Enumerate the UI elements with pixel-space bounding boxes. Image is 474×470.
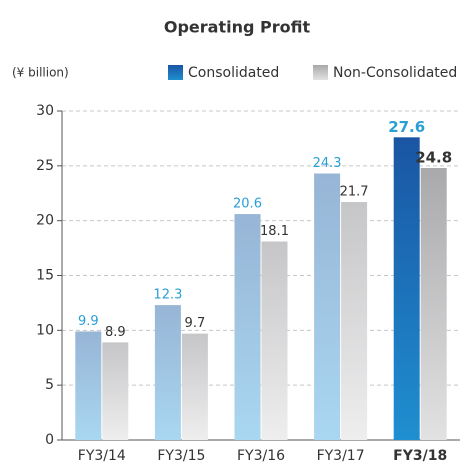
y-tick-label: 0 — [45, 432, 54, 448]
bar — [420, 168, 447, 440]
bar — [234, 214, 261, 440]
bar — [102, 342, 129, 440]
y-tick-label: 20 — [36, 213, 54, 229]
y-tick-label: 5 — [45, 377, 54, 393]
bar — [393, 137, 420, 440]
data-label: 24.8 — [415, 149, 452, 167]
bar — [75, 331, 102, 440]
data-label: 9.7 — [185, 316, 206, 331]
legend-swatch — [313, 65, 328, 80]
chart-title: Operating Profit — [164, 18, 311, 37]
x-tick-label: FY3/14 — [78, 448, 126, 464]
x-tick-label: FY3/16 — [237, 448, 285, 464]
data-label: 20.6 — [233, 197, 262, 212]
y-tick-label: 10 — [36, 322, 54, 338]
bar — [341, 202, 368, 440]
data-label: 18.1 — [260, 224, 289, 239]
y-tick-label: 30 — [36, 103, 54, 119]
data-label: 8.9 — [105, 325, 126, 340]
x-tick-label: FY3/18 — [393, 448, 447, 464]
y-tick-label: 25 — [36, 158, 54, 174]
data-label: 12.3 — [153, 288, 182, 303]
data-label: 9.9 — [78, 314, 99, 329]
x-tick-label: FY3/17 — [317, 448, 365, 464]
bar — [181, 333, 208, 440]
legend-swatch — [168, 65, 183, 80]
y-axis-label: (¥ billion) — [12, 66, 69, 80]
bar — [314, 173, 341, 440]
data-label: 24.3 — [313, 156, 342, 171]
x-tick-label: FY3/15 — [157, 448, 205, 464]
data-label: 27.6 — [388, 118, 425, 136]
bar — [154, 305, 181, 440]
y-tick-label: 15 — [36, 268, 54, 284]
legend-label: Non-Consolidated — [333, 65, 457, 81]
bar — [261, 241, 288, 440]
legend-label: Consolidated — [188, 65, 279, 81]
data-label: 21.7 — [340, 185, 369, 200]
